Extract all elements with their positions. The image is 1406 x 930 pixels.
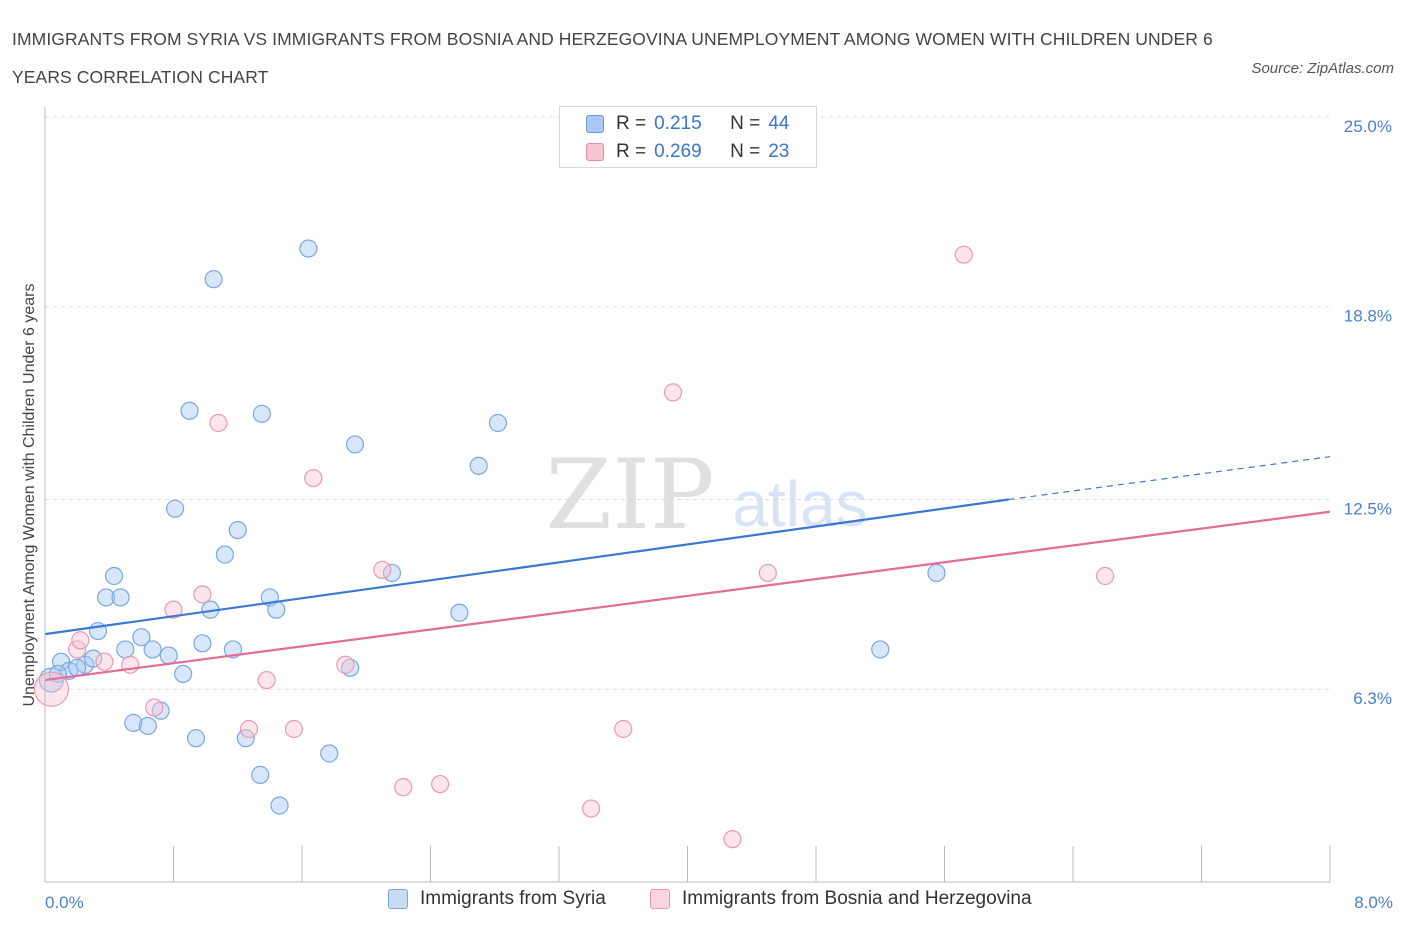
syria-point (341, 658, 360, 677)
bosnia-point (954, 245, 973, 264)
bosnia-point (723, 830, 742, 849)
syria-point (450, 603, 469, 622)
bosnia-legend-swatch (650, 889, 670, 909)
x-tick-label: 8.0% (1354, 893, 1393, 912)
syria-point (320, 744, 339, 763)
stats-legend: R = 0.215 N = 44 R = 0.269 N = 23 (559, 106, 817, 168)
bosnia-point (33, 671, 70, 707)
syria-point (111, 588, 130, 607)
bosnia-point (1096, 566, 1115, 586)
syria-point (174, 664, 193, 684)
bosnia-point (373, 560, 392, 579)
n-value: 23 (768, 141, 790, 162)
syria-point (215, 545, 234, 564)
stats-row-syria: R = 0.215 N = 44 (586, 111, 789, 137)
legend-item-bosnia[interactable]: Immigrants from Bosnia and Herzegovina (650, 888, 1032, 910)
bosnia-point (663, 383, 683, 402)
n-label: N = (730, 113, 761, 134)
y-tick-label: 18.8% (1344, 307, 1392, 326)
bosnia-trend-line (44, 510, 1331, 682)
bosnia-point (209, 413, 228, 433)
syria-point (104, 566, 124, 586)
legend-item-syria[interactable]: Immigrants from Syria (388, 888, 606, 910)
bosnia-point (95, 652, 114, 671)
stats-row-bosnia: R = 0.269 N = 23 (586, 139, 789, 165)
syria-trend-extension (1008, 456, 1331, 501)
syria-point (927, 563, 946, 583)
syria-point (223, 640, 243, 659)
syria-point (204, 270, 223, 289)
r-label: R = (616, 113, 647, 134)
bosnia-point (758, 563, 777, 583)
n-label: N = (730, 141, 761, 162)
bosnia-point (193, 585, 212, 604)
bosnia-point (394, 778, 413, 797)
syria-point (124, 713, 143, 732)
syria-point (132, 628, 151, 647)
syria-point (96, 588, 116, 607)
syria-point (193, 634, 212, 653)
bosnia-point (582, 799, 601, 818)
r-value: 0.215 (654, 113, 702, 134)
syria-point (116, 640, 135, 659)
syria-point (469, 456, 488, 475)
y-axis-label: Unemployment Among Women with Children U… (21, 283, 38, 706)
bosnia-point (614, 719, 633, 739)
syria-point (166, 499, 185, 518)
bosnia-point (336, 655, 355, 674)
syria-trend-line (44, 498, 1009, 636)
y-tick-label: 12.5% (1344, 500, 1392, 519)
bosnia-swatch (586, 143, 604, 161)
chart-title: IMMIGRANTS FROM SYRIA VS IMMIGRANTS FROM… (12, 29, 1213, 87)
syria-point (299, 239, 318, 258)
syria-point (251, 765, 270, 785)
bosnia-point (145, 698, 164, 717)
bosnia-point (257, 670, 276, 690)
syria-legend-swatch (388, 889, 408, 909)
watermark-zip: ZIP (545, 439, 714, 551)
x-tick-label: 0.0% (45, 893, 84, 912)
syria-point (186, 729, 206, 748)
legend-label-bosnia: Immigrants from Bosnia and Herzegovina (682, 888, 1032, 909)
r-value: 0.269 (654, 141, 702, 162)
syria-point (159, 646, 178, 665)
r-label: R = (616, 141, 647, 162)
bosnia-point (431, 774, 450, 794)
grid-lines (45, 116, 1330, 690)
syria-point (180, 401, 199, 420)
syria-point (270, 796, 289, 815)
bosnia-point (71, 631, 90, 650)
series-legend: Immigrants from Syria Immigrants from Bo… (0, 888, 1406, 916)
syria-swatch (586, 115, 604, 133)
syria-point (138, 716, 157, 736)
bosnia-point (239, 719, 259, 739)
syria-point (68, 658, 87, 677)
syria-point (252, 404, 271, 423)
syria-point (488, 413, 508, 433)
syria-point (228, 520, 247, 540)
y-tick-label: 25.0% (1344, 117, 1392, 136)
legend-label-syria: Immigrants from Syria (420, 888, 606, 909)
bosnia-point (284, 719, 304, 739)
n-value: 44 (768, 113, 790, 134)
bosnia-point (164, 600, 183, 619)
syria-point (345, 435, 365, 454)
syria-point (84, 649, 103, 668)
syria-point (143, 640, 162, 659)
y-tick-label: 6.3% (1353, 689, 1392, 708)
syria-point (871, 640, 890, 659)
source-note: Source: ZipAtlas.com (1251, 60, 1394, 77)
bosnia-point (304, 468, 323, 488)
